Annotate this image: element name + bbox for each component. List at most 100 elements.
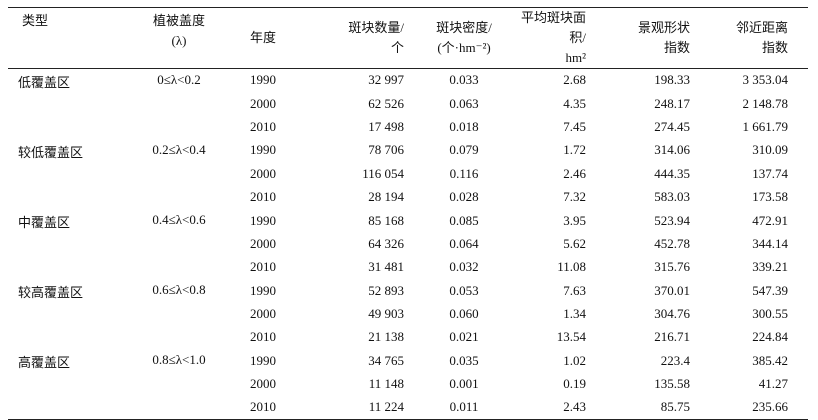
table-cell: 0.064 (449, 235, 479, 251)
table-cell: 2.43 (563, 399, 586, 415)
table-cell: 0.063 (449, 95, 479, 111)
table-cell: 1990 (250, 352, 276, 368)
header-text: 指数 (663, 40, 690, 55)
header-cell: 邻近距离 指数 (710, 8, 808, 69)
table-cell: 2.68 (563, 72, 586, 88)
header-text: 邻近距离 (735, 20, 788, 35)
table-cell: 0.001 (449, 376, 479, 392)
table-cell: 49 903 (368, 306, 404, 322)
type-cell: 高覆盖区 (18, 355, 71, 371)
table-row: 较高覆盖区 0.6≤λ<0.8 1990 52 893 0.053 7.63 370.01 5… (8, 279, 808, 302)
table-cell: 85.75 (660, 399, 690, 415)
table-cell: 17 498 (368, 118, 404, 134)
table-row: 2010 28 194 0.028 7.32 583.03 173.58 (8, 185, 808, 208)
table-cell: 137.74 (752, 165, 788, 181)
table-cell: 0.060 (449, 306, 479, 322)
table-cell: 11.08 (557, 259, 586, 275)
table-row: 2010 21 138 0.021 13.54 216.71 224.84 (8, 326, 808, 349)
table-cell: 2000 (250, 235, 276, 251)
header-text: 年度 (250, 30, 277, 45)
table-row: 高覆盖区 0.8≤λ<1.0 1990 34 765 0.035 1.02 223.4 385… (8, 349, 808, 372)
table-cell: 304.76 (654, 306, 690, 322)
table-cell: 0.116 (449, 165, 479, 181)
table-cell: 2010 (250, 329, 276, 345)
table-cell: 444.35 (654, 165, 690, 181)
table-cell: 300.55 (752, 306, 788, 322)
type-cell: 较高覆盖区 (18, 285, 84, 301)
header-text: 景观形状 (637, 20, 690, 35)
type-cell: 中覆盖区 (18, 214, 71, 230)
table-row: 2010 31 481 0.032 11.08 315.76 339.21 (8, 256, 808, 279)
table-cell: 2000 (250, 306, 276, 322)
table-row: 中覆盖区 0.4≤λ<0.6 1990 85 168 0.085 3.95 523.94 47… (8, 209, 808, 232)
table-cell: 7.32 (563, 189, 586, 205)
table-cell: 7.45 (563, 118, 586, 134)
table-cell: 31 481 (368, 259, 404, 275)
table-cell: 583.03 (654, 189, 690, 205)
table-cell: 2010 (250, 399, 276, 415)
table-cell: 2010 (250, 259, 276, 275)
table-cell: 1990 (250, 212, 276, 228)
page: 类型 植被盖度 (λ) 年度 斑块数量/个 斑块密度/ (个·hm⁻²) 平均斑块面积/hm²… (8, 7, 808, 420)
header-row: 类型 植被盖度 (λ) 年度 斑块数量/个 斑块密度/ (个·hm⁻²) 平均斑块面积/hm²… (8, 7, 808, 69)
header-text: 斑块密度/ (436, 20, 492, 35)
table-cell: 198.33 (654, 72, 690, 88)
coverage-cell: 0.4≤λ<0.6 (152, 211, 206, 227)
table-cell: 3.95 (563, 212, 586, 228)
header-text: 斑块数量/ (348, 20, 404, 35)
table-body: 低覆盖区 0≤λ<0.2 1990 32 997 0.033 2.68 198.33 3 35… (8, 69, 808, 420)
table-cell: 7.63 (563, 282, 586, 298)
table-row: 2000 49 903 0.060 1.34 304.76 300.55 (8, 302, 808, 325)
table-cell: 274.45 (654, 118, 690, 134)
header-cell: 植被盖度 (λ) (120, 8, 238, 69)
table-cell: 0.032 (449, 259, 479, 275)
table-cell: 135.58 (654, 376, 690, 392)
table-row: 2000 116 054 0.116 2.46 444.35 137.74 (8, 162, 808, 185)
table-cell: 1.72 (563, 142, 586, 158)
table-cell: 1.34 (563, 306, 586, 322)
table-cell: 2 148.78 (742, 95, 789, 111)
table-cell: 173.58 (752, 189, 788, 205)
header-text: 平均斑块面积/ (520, 10, 586, 45)
header-text: 类型 (22, 13, 49, 28)
table-cell: 0.021 (449, 329, 479, 345)
table-cell: 0.079 (449, 142, 479, 158)
table-cell: 523.94 (654, 212, 690, 228)
table-cell: 11 148 (368, 376, 404, 392)
table-cell: 223.4 (660, 352, 690, 368)
table-cell: 41.27 (758, 376, 788, 392)
table-cell: 547.39 (752, 282, 788, 298)
table-cell: 5.62 (563, 235, 586, 251)
table-cell: 314.06 (654, 142, 690, 158)
table-cell: 2.46 (563, 165, 586, 181)
table-cell: 3 353.04 (742, 72, 789, 88)
table-cell: 2000 (250, 376, 276, 392)
table-cell: 64 326 (368, 235, 404, 251)
table-cell: 339.21 (752, 259, 788, 275)
table-row: 低覆盖区 0≤λ<0.2 1990 32 997 0.033 2.68 198.33 3 35… (8, 69, 808, 92)
table-cell: 0.035 (449, 352, 479, 368)
table-cell: 452.78 (654, 235, 690, 251)
header-text: hm² (565, 50, 586, 65)
header-text: (λ) (171, 33, 187, 48)
table-cell: 0.053 (449, 282, 479, 298)
table-cell: 235.66 (752, 399, 788, 415)
table-cell: 11 224 (368, 399, 404, 415)
table-cell: 224.84 (752, 329, 788, 345)
coverage-cell: 0.2≤λ<0.4 (152, 141, 206, 157)
table-cell: 116 054 (362, 165, 404, 181)
table-cell: 315.76 (654, 259, 690, 275)
header-text: (个·hm⁻²) (437, 40, 491, 55)
type-cell: 较低覆盖区 (18, 144, 84, 160)
table-cell: 62 526 (368, 95, 404, 111)
table-row: 2010 17 498 0.018 7.45 274.45 1 661.79 (8, 115, 808, 138)
table-cell: 1 661.79 (742, 118, 789, 134)
table-row: 2000 62 526 0.063 4.35 248.17 2 148.78 (8, 92, 808, 115)
coverage-cell: 0.8≤λ<1.0 (152, 352, 206, 368)
header-cell: 平均斑块面积/hm² (512, 8, 608, 69)
table-row: 2000 11 148 0.001 0.19 135.58 41.27 (8, 373, 808, 396)
table-row: 较低覆盖区 0.2≤λ<0.4 1990 78 706 0.079 1.72 314.06 3… (8, 139, 808, 162)
table-cell: 2010 (250, 189, 276, 205)
table-row: 2000 64 326 0.064 5.62 452.78 344.14 (8, 232, 808, 255)
table-cell: 2010 (250, 118, 276, 134)
